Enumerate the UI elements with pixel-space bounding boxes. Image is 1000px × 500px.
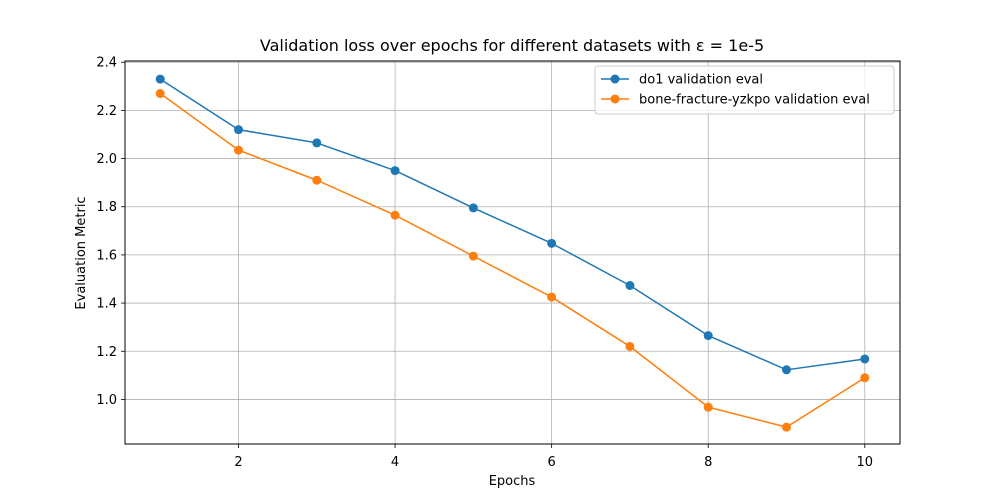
legend-marker-bone-fracture [610,94,620,104]
x-axis-ticks: 2 4 6 8 10 [234,444,873,470]
data-point [390,210,400,220]
y-tick-label: 1.4 [96,297,117,312]
y-tick-label: 1.0 [96,393,117,408]
y-tick-label: 1.2 [96,345,117,360]
legend-marker-do1 [610,74,620,84]
data-point [390,166,400,176]
data-point [625,281,635,291]
chart-title: Validation loss over epochs for differen… [260,36,764,55]
data-point [781,365,791,375]
x-tick-label: 4 [391,455,399,470]
y-tick-label: 1.6 [96,248,117,263]
y-tick-label: 2.0 [96,152,117,167]
x-tick-label: 10 [856,455,873,470]
legend-label-bone-fracture: bone-fracture-yzkpo validation eval [639,93,870,108]
data-point [703,402,713,412]
y-tick-label: 2.4 [96,56,117,71]
data-point [234,145,244,155]
data-point [547,238,557,248]
data-point [625,341,635,351]
data-point [468,251,478,261]
data-point [468,203,478,213]
series-group [155,74,870,432]
legend: do1 validation eval bone-fracture-yzkpo … [594,65,895,115]
y-tick-label: 1.8 [96,200,117,215]
y-axis-ticks: 1.0 1.2 1.4 1.6 1.8 2.0 2.2 2.4 [96,56,125,408]
series-line-0 [159,78,865,371]
data-point [860,373,870,383]
x-tick-label: 8 [704,455,712,470]
data-point [781,422,791,432]
grid [125,61,900,444]
series-line-1 [159,92,866,428]
data-point [312,138,322,148]
data-point [860,354,870,364]
x-axis-label: Epochs [489,474,536,489]
data-point [547,292,557,302]
plot-frame [124,60,901,445]
x-tick-label: 2 [234,455,242,470]
legend-label-do1: do1 validation eval [639,73,763,88]
data-point [155,89,165,99]
data-point [155,74,165,84]
data-point [234,125,244,135]
legend-box [594,65,895,115]
y-axis-label: Evaluation Metric [74,196,89,309]
x-tick-label: 6 [548,455,556,470]
y-tick-label: 2.2 [96,104,117,119]
data-point [703,331,713,341]
data-point [312,175,322,185]
